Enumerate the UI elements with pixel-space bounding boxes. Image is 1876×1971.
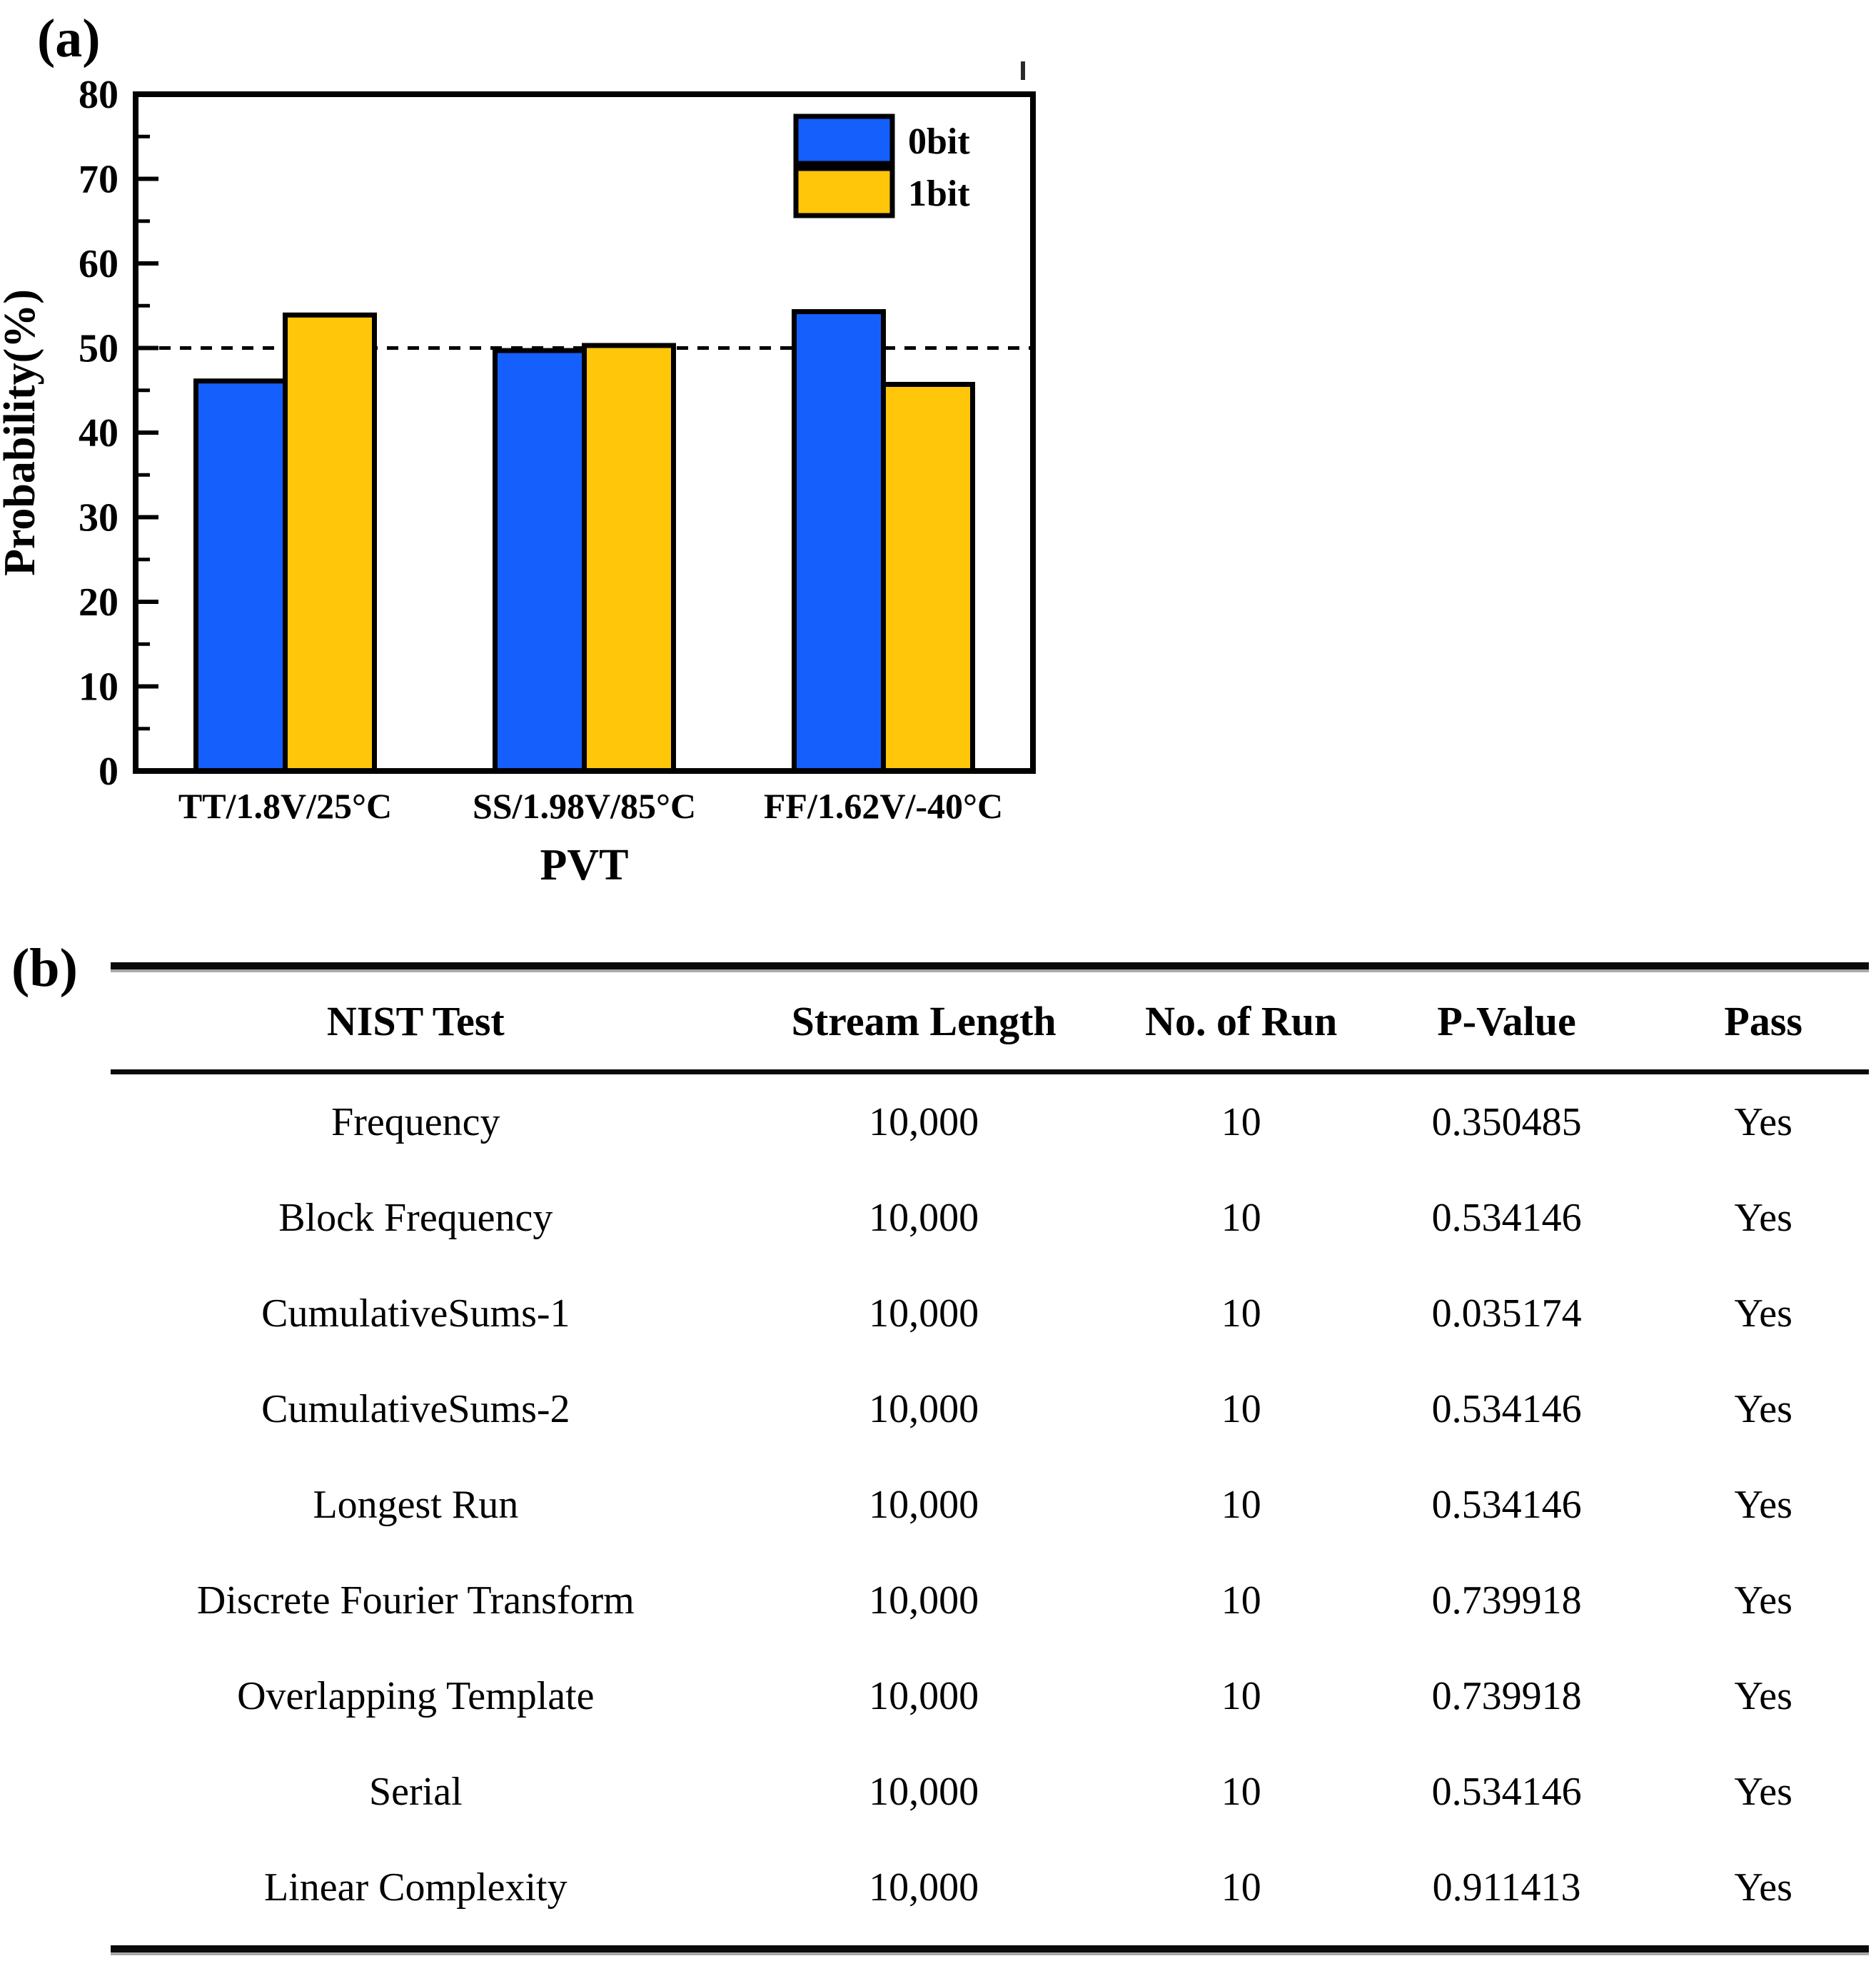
table-header-rule xyxy=(111,1069,1869,1074)
y-axis-tick-label: 70 xyxy=(79,158,118,202)
panel-a-label: (a) xyxy=(37,9,101,69)
legend-swatch-1bit xyxy=(793,166,895,218)
column-header: No. of Run xyxy=(1145,997,1338,1044)
cell-pass: Yes xyxy=(1734,1196,1792,1240)
cell-stream-length: 10,000 xyxy=(869,1865,979,1910)
stray-artifact-mark xyxy=(1021,61,1025,80)
cell-pass: Yes xyxy=(1734,1674,1792,1718)
bar-TT-1bit xyxy=(283,312,377,774)
y-axis-tick-label: 40 xyxy=(79,411,118,455)
table-row: Linear Complexity 10,000 10 0.911413 Yes xyxy=(111,1840,1869,1935)
table-body: Frequency 10,000 10 0.350485 Yes Block Freque… xyxy=(111,1074,1869,1935)
bar-chart-svg: 0 10 20 30 40 50 60 70 80 TT/1.8V/25°C SS/1.98V/85… xyxy=(0,61,1036,889)
cell-no-of-run: 10 xyxy=(1221,1291,1261,1336)
cell-stream-length: 10,000 xyxy=(869,1387,979,1431)
cell-stream-length: 10,000 xyxy=(869,1100,979,1144)
cell-test-name: Discrete Fourier Transform xyxy=(196,1578,635,1623)
cell-test-name: Linear Complexity xyxy=(264,1865,568,1910)
cell-p-value: 0.534146 xyxy=(1431,1770,1582,1814)
table-row: CumulativeSums-2 10,000 10 0.534146 Yes xyxy=(111,1361,1869,1457)
cell-test-name: Frequency xyxy=(331,1100,500,1144)
bar-FF-0bit xyxy=(792,309,886,774)
cell-test-name: Longest Run xyxy=(313,1483,519,1527)
y-axis-tick-label: 30 xyxy=(79,496,118,540)
cell-no-of-run: 10 xyxy=(1221,1387,1261,1431)
cell-pass: Yes xyxy=(1734,1770,1792,1814)
y-axis-tick-label: 0 xyxy=(99,750,118,794)
cell-stream-length: 10,000 xyxy=(869,1483,979,1527)
table-header-row: NIST Test Stream Length No. of Run P-Value P… xyxy=(111,972,1869,1069)
cell-stream-length: 10,000 xyxy=(869,1291,979,1336)
bar-SS-1bit xyxy=(582,343,676,774)
cell-p-value: 0.350485 xyxy=(1431,1100,1582,1144)
cell-no-of-run: 10 xyxy=(1221,1100,1261,1144)
cell-no-of-run: 10 xyxy=(1221,1483,1261,1527)
y-axis-tick-label: 10 xyxy=(79,665,118,710)
legend-label-0bit: 0bit xyxy=(908,121,970,162)
cell-pass: Yes xyxy=(1734,1387,1792,1431)
table-row: Longest Run 10,000 10 0.534146 Yes xyxy=(111,1457,1869,1553)
table-row: Overlapping Template 10,000 10 0.739918 Yes xyxy=(111,1648,1869,1744)
cell-test-name: CumulativeSums-1 xyxy=(261,1291,570,1336)
cell-no-of-run: 10 xyxy=(1221,1674,1261,1718)
cell-test-name: Block Frequency xyxy=(278,1196,553,1240)
table-row: CumulativeSums-1 10,000 10 0.035174 Yes xyxy=(111,1266,1869,1361)
cell-pass: Yes xyxy=(1734,1865,1792,1910)
cell-stream-length: 10,000 xyxy=(869,1770,979,1814)
column-header: Pass xyxy=(1724,997,1802,1044)
legend-label-1bit: 1bit xyxy=(908,173,970,214)
cell-no-of-run: 10 xyxy=(1221,1770,1261,1814)
cell-no-of-run: 10 xyxy=(1221,1865,1261,1910)
x-axis-tick-label: TT/1.8V/25°C xyxy=(178,786,392,826)
y-axis-tick-label: 50 xyxy=(79,327,118,371)
y-axis-tick-label: 80 xyxy=(79,73,118,117)
panel-b-label: (b) xyxy=(11,938,78,998)
cell-p-value: 0.739918 xyxy=(1431,1578,1582,1623)
x-axis-tick-label: SS/1.98V/85°C xyxy=(473,786,696,826)
cell-pass: Yes xyxy=(1734,1291,1792,1336)
y-axis-tick-label: 20 xyxy=(79,580,118,625)
column-header: Stream Length xyxy=(791,997,1056,1044)
cell-p-value: 0.534146 xyxy=(1431,1387,1582,1431)
column-header: P-Value xyxy=(1437,997,1576,1044)
table-row: Discrete Fourier Transform 10,000 10 0.7399… xyxy=(111,1553,1869,1648)
cell-p-value: 0.911413 xyxy=(1432,1865,1581,1910)
cell-test-name: Overlapping Template xyxy=(237,1674,595,1718)
y-axis-tick-label: 60 xyxy=(79,242,118,286)
cell-p-value: 0.534146 xyxy=(1431,1196,1582,1240)
cell-no-of-run: 10 xyxy=(1221,1196,1261,1240)
cell-no-of-run: 10 xyxy=(1221,1578,1261,1623)
x-axis-title: PVT xyxy=(540,841,629,889)
bar-FF-1bit xyxy=(881,381,975,774)
plot-frame xyxy=(133,91,1036,774)
cell-stream-length: 10,000 xyxy=(869,1196,979,1240)
cell-test-name: CumulativeSums-2 xyxy=(261,1387,570,1431)
table-bottom-rule-wrap xyxy=(111,1945,1869,1955)
nist-results-table: NIST Test Stream Length No. of Run P-Value P… xyxy=(111,962,1869,1955)
pvt-probability-chart: 0 10 20 30 40 50 60 70 80 TT/1.8V/25°C SS/1.98V/85… xyxy=(0,29,1114,942)
cell-stream-length: 10,000 xyxy=(869,1578,979,1623)
x-axis-tick-label: FF/1.62V/-40°C xyxy=(764,786,1003,826)
table-row: Frequency 10,000 10 0.350485 Yes xyxy=(111,1074,1869,1170)
column-header: NIST Test xyxy=(326,997,505,1044)
table-bottom-rule xyxy=(111,1945,1869,1955)
cell-test-name: Serial xyxy=(369,1770,463,1814)
cell-pass: Yes xyxy=(1734,1483,1792,1527)
legend-swatch-0bit xyxy=(793,114,895,166)
cell-stream-length: 10,000 xyxy=(869,1674,979,1718)
y-axis-title: Probability(%) xyxy=(0,289,44,576)
cell-p-value: 0.739918 xyxy=(1431,1674,1582,1718)
cell-pass: Yes xyxy=(1734,1100,1792,1144)
cell-p-value: 0.035174 xyxy=(1431,1291,1582,1336)
table-row: Block Frequency 10,000 10 0.534146 Yes xyxy=(111,1170,1869,1266)
table-row: Serial 10,000 10 0.534146 Yes xyxy=(111,1744,1869,1840)
table-top-rule xyxy=(111,962,1869,972)
bar-TT-0bit xyxy=(193,378,288,774)
bar-SS-0bit xyxy=(493,348,587,774)
cell-p-value: 0.534146 xyxy=(1431,1483,1582,1527)
cell-pass: Yes xyxy=(1734,1578,1792,1623)
